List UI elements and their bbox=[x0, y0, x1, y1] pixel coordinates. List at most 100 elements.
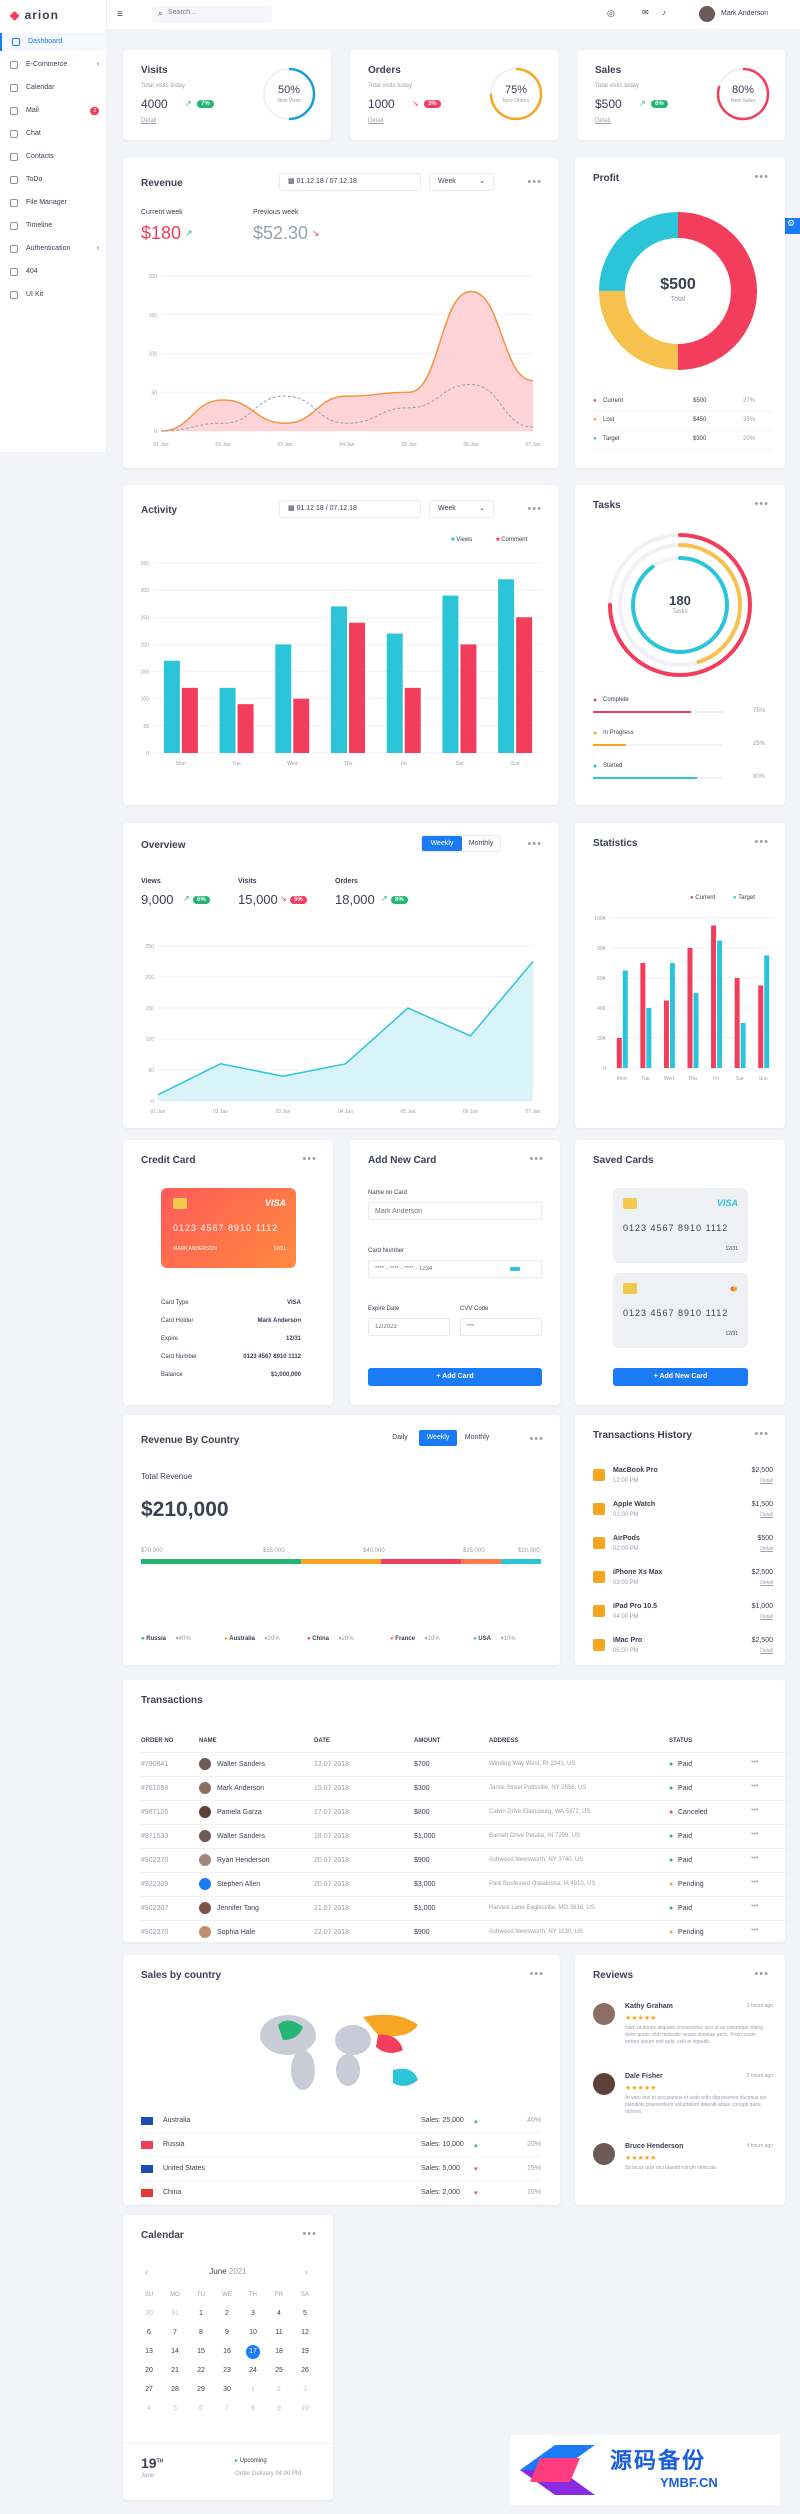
calendar-day[interactable]: 3 bbox=[292, 2380, 318, 2399]
user-name[interactable]: Mark Anderson bbox=[721, 10, 769, 17]
detail-link[interactable]: Detail bbox=[760, 1546, 773, 1552]
calendar-day[interactable]: 20 bbox=[136, 2361, 162, 2380]
table-row[interactable]: #871533 Walter Sanders 18.07.2018 $1,000… bbox=[141, 1824, 800, 1848]
prev-month-icon[interactable]: ‹ bbox=[145, 2267, 148, 2277]
calendar-day[interactable]: 4 bbox=[136, 2399, 162, 2418]
detail-link[interactable]: Detail bbox=[760, 1614, 773, 1620]
settings-gear-icon[interactable]: ⚙ bbox=[782, 218, 800, 234]
saved-card[interactable]: ●● 0123 4567 8910 1112 12/31 bbox=[613, 1273, 748, 1348]
calendar-day[interactable]: 25 bbox=[266, 2361, 292, 2380]
calendar-day[interactable]: 31 bbox=[162, 2304, 188, 2323]
transaction-history-item[interactable]: Apple Watch 01:00 PM $1,500 Detail bbox=[593, 1501, 773, 1533]
add-new-card-button[interactable]: + Add New Card bbox=[613, 1368, 748, 1386]
calendar-day[interactable]: 30 bbox=[136, 2304, 162, 2323]
calendar-day[interactable]: 7 bbox=[214, 2399, 240, 2418]
sidebar-item-e-commerce[interactable]: E-Commerce › bbox=[0, 56, 107, 74]
calendar-day[interactable]: 28 bbox=[162, 2380, 188, 2399]
table-row[interactable]: #761058 Mark Anderson 15.07.2018 $300 Ja… bbox=[141, 1776, 800, 1800]
calendar-day[interactable]: 29 bbox=[188, 2380, 214, 2399]
more-icon[interactable]: ••• bbox=[754, 171, 769, 183]
sidebar-item-mail[interactable]: Mail 3 bbox=[0, 102, 107, 120]
transaction-history-item[interactable]: AirPods 02:00 PM $500 Detail bbox=[593, 1535, 773, 1567]
calendar-day[interactable]: 13 bbox=[136, 2342, 162, 2361]
calendar-day[interactable]: 26 bbox=[292, 2361, 318, 2380]
sidebar-item-ui-kit[interactable]: UI Kit bbox=[0, 286, 107, 304]
more-icon[interactable]: ••• bbox=[527, 503, 542, 515]
search-input[interactable] bbox=[168, 9, 268, 16]
calendar-day[interactable]: 2 bbox=[266, 2380, 292, 2399]
calendar-day[interactable]: 7 bbox=[162, 2323, 188, 2342]
card-name-input[interactable] bbox=[368, 1202, 542, 1220]
more-icon[interactable]: ••• bbox=[529, 1968, 544, 1980]
expire-input[interactable] bbox=[368, 1318, 450, 1336]
calendar-day[interactable]: 8 bbox=[240, 2399, 266, 2418]
calendar-day[interactable]: 18 bbox=[266, 2342, 292, 2361]
table-row[interactable]: #922309 Stephen Allen 20.07.2018 $3,000 … bbox=[141, 1872, 800, 1896]
calendar-day[interactable]: 17 bbox=[240, 2342, 266, 2361]
more-icon[interactable]: ••• bbox=[527, 838, 542, 850]
more-icon[interactable]: ••• bbox=[751, 1855, 759, 1862]
calendar-day[interactable]: 30 bbox=[214, 2380, 240, 2399]
search-box[interactable]: ⌕ bbox=[152, 6, 272, 23]
bell-icon[interactable]: ♪ bbox=[662, 8, 666, 17]
detail-link[interactable]: Detail bbox=[760, 1512, 773, 1518]
calendar-day[interactable]: 23 bbox=[214, 2361, 240, 2380]
calendar-day[interactable]: 1 bbox=[188, 2304, 214, 2323]
table-row[interactable]: #902370 Sophia Hale 22.07.2018 $900 Ashw… bbox=[141, 1920, 800, 1944]
calendar-day[interactable]: 10 bbox=[240, 2323, 266, 2342]
period-select[interactable]: Week ⌄ bbox=[429, 173, 494, 191]
table-row[interactable]: #987126 Pamela Garza 17.07.2018 $800 Cal… bbox=[141, 1800, 800, 1824]
calendar-day[interactable]: 12 bbox=[292, 2323, 318, 2342]
more-icon[interactable]: ••• bbox=[529, 1153, 544, 1165]
sidebar-item-authentication[interactable]: Authentication › bbox=[0, 240, 107, 258]
more-icon[interactable]: ••• bbox=[302, 1153, 317, 1165]
sidebar-item-todo[interactable]: ToDo bbox=[0, 171, 107, 189]
sidebar-item-timeline[interactable]: Timeline bbox=[0, 217, 107, 235]
sidebar-item-file-manager[interactable]: File Manager bbox=[0, 194, 107, 212]
calendar-day[interactable]: 21 bbox=[162, 2361, 188, 2380]
calendar-day[interactable]: 1 bbox=[240, 2380, 266, 2399]
detail-link[interactable]: Detail bbox=[760, 1478, 773, 1484]
calendar-day[interactable]: 22 bbox=[188, 2361, 214, 2380]
next-month-icon[interactable]: › bbox=[305, 2267, 308, 2277]
mail-icon[interactable]: ✉ bbox=[642, 8, 649, 17]
transaction-history-item[interactable]: iPhone Xs Max 03:00 PM $2,500 Detail bbox=[593, 1569, 773, 1601]
calendar-day[interactable]: 5 bbox=[162, 2399, 188, 2418]
calendar-day[interactable]: 3 bbox=[240, 2304, 266, 2323]
transaction-history-item[interactable]: iMac Pro 05:00 PM $2,500 Detail bbox=[593, 1637, 773, 1669]
saved-card[interactable]: VISA 0123 4567 8910 1112 12/31 bbox=[613, 1188, 748, 1263]
calendar-day[interactable]: 14 bbox=[162, 2342, 188, 2361]
calendar-day[interactable]: 16 bbox=[214, 2342, 240, 2361]
cvv-input[interactable] bbox=[460, 1318, 542, 1336]
more-icon[interactable]: ••• bbox=[302, 2228, 317, 2240]
brand-logo[interactable]: ◆ arion bbox=[10, 8, 59, 22]
calendar-day[interactable]: 11 bbox=[266, 2323, 292, 2342]
more-icon[interactable]: ••• bbox=[751, 1831, 759, 1838]
sidebar-item-contacts[interactable]: Contacts bbox=[0, 148, 107, 166]
detail-link[interactable]: Detail bbox=[368, 118, 384, 124]
calendar-day[interactable]: 2 bbox=[214, 2304, 240, 2323]
card-number-input[interactable] bbox=[368, 1260, 542, 1278]
more-icon[interactable]: ••• bbox=[751, 1759, 759, 1766]
transaction-history-item[interactable]: iPad Pro 10.5 04:00 PM $1,000 Detail bbox=[593, 1603, 773, 1635]
tab-weekly[interactable]: Weekly bbox=[419, 1430, 457, 1446]
more-icon[interactable]: ••• bbox=[751, 1879, 759, 1886]
sidebar-item-chat[interactable]: Chat bbox=[0, 125, 107, 143]
more-icon[interactable]: ••• bbox=[754, 1968, 769, 1980]
calendar-day[interactable]: 6 bbox=[136, 2323, 162, 2342]
tab-monthly[interactable]: Monthly bbox=[468, 840, 494, 847]
date-range-select[interactable]: ▦ 01.12.18 / 07.12.18 bbox=[279, 500, 421, 518]
period-select[interactable]: Week ⌄ bbox=[429, 500, 494, 518]
more-icon[interactable]: ••• bbox=[529, 1433, 544, 1445]
detail-link[interactable]: Detail bbox=[760, 1648, 773, 1654]
calendar-day[interactable]: 4 bbox=[266, 2304, 292, 2323]
more-icon[interactable]: ••• bbox=[751, 1783, 759, 1790]
more-icon[interactable]: ••• bbox=[754, 836, 769, 848]
calendar-day[interactable]: 5 bbox=[292, 2304, 318, 2323]
calendar-day[interactable]: 24 bbox=[240, 2361, 266, 2380]
more-icon[interactable]: ••• bbox=[527, 176, 542, 188]
more-icon[interactable]: ••• bbox=[751, 1807, 759, 1814]
calendar-day[interactable]: 9 bbox=[214, 2323, 240, 2342]
more-icon[interactable]: ••• bbox=[754, 1428, 769, 1440]
table-row[interactable]: #902307 Jennifer Tang 21.07.2018 $1,000 … bbox=[141, 1896, 800, 1920]
